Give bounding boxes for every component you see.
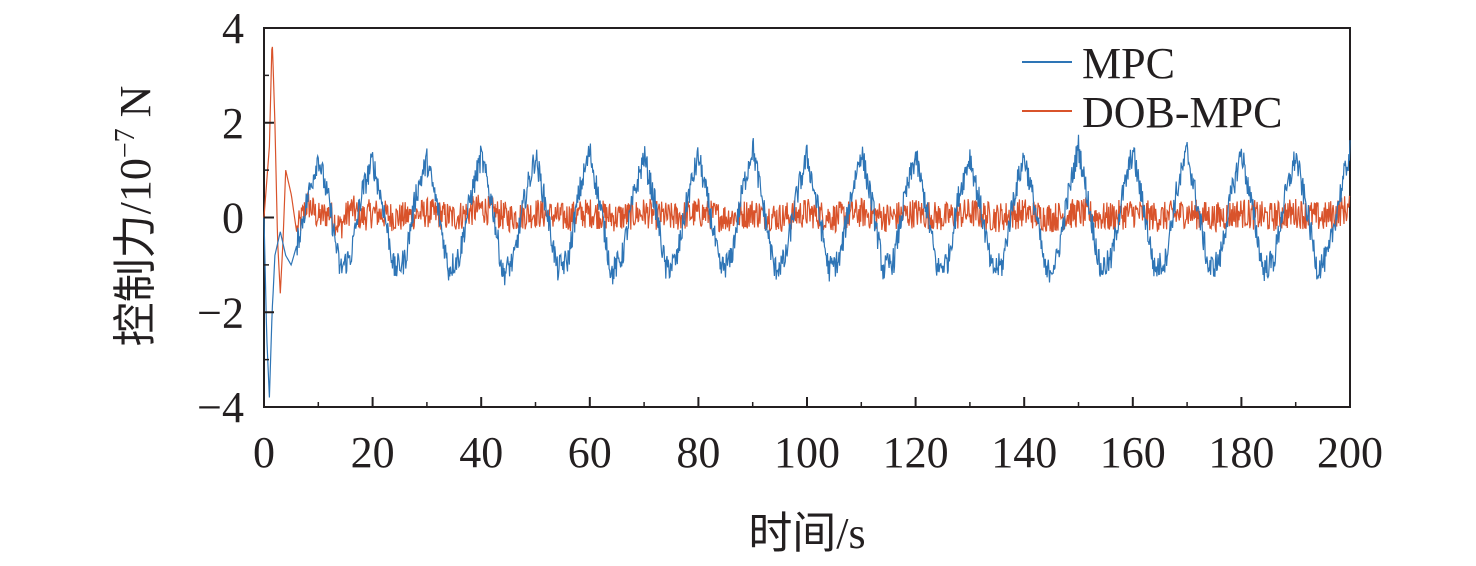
y-axis-title: 控制力/10−7 N <box>110 86 160 347</box>
x-tick-label: 60 <box>568 428 612 477</box>
series-layer <box>263 46 1351 398</box>
x-axis-ticks: 0 20 40 60 80 100 120 140 160 180 200 <box>253 397 1383 477</box>
x-tick-label: 160 <box>1100 428 1166 477</box>
y-axis-title-exponent: −7 <box>110 128 141 158</box>
y-axis-ticks: −4 −2 0 2 4 <box>197 4 274 432</box>
series-line-mpc <box>263 134 1351 398</box>
x-tick-label: 120 <box>883 428 949 477</box>
x-tick-label: 140 <box>991 428 1057 477</box>
y-axis-title-main: 控制力/10 <box>111 158 160 346</box>
x-tick-label: 20 <box>351 428 395 477</box>
legend-label-dob-mpc: DOB-MPC <box>1082 88 1283 137</box>
series-line-dob-mpc <box>263 46 1351 294</box>
x-tick-label: 200 <box>1317 428 1383 477</box>
x-axis-title: 时间/s <box>748 509 865 558</box>
y-tick-label: −4 <box>197 383 244 432</box>
y-tick-label: 0 <box>222 194 244 243</box>
x-tick-label: 80 <box>676 428 720 477</box>
x-tick-label: 0 <box>253 428 275 477</box>
x-tick-label: 180 <box>1208 428 1274 477</box>
y-axis-title-unit: N <box>111 86 160 129</box>
y-tick-label: −2 <box>197 288 244 337</box>
y-tick-label: 2 <box>222 99 244 148</box>
legend: MPC DOB-MPC <box>1022 39 1283 137</box>
x-tick-label: 100 <box>774 428 840 477</box>
x-tick-label: 40 <box>459 428 503 477</box>
y-tick-label: 4 <box>222 4 244 53</box>
legend-label-mpc: MPC <box>1082 39 1175 88</box>
